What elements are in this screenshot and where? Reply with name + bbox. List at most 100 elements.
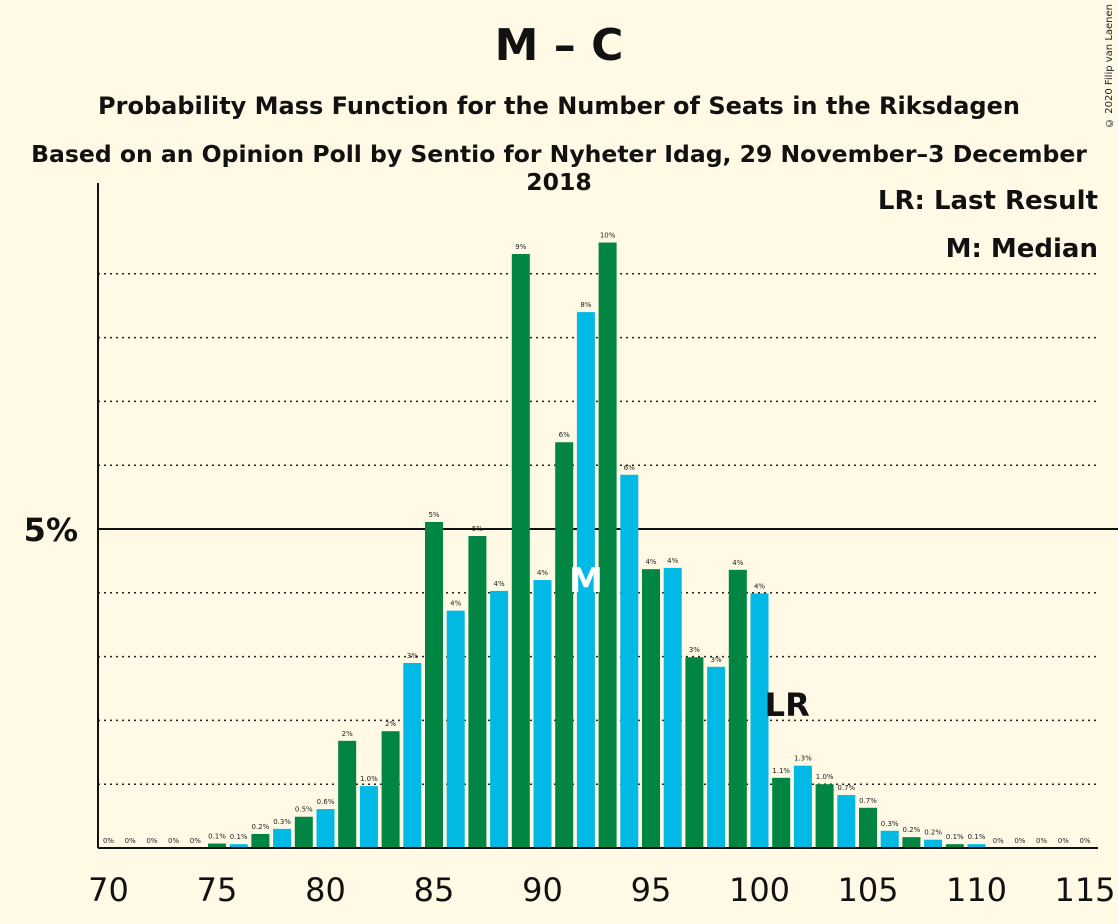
bar-value-label: 0%: [1079, 837, 1090, 845]
x-tick-label: 115: [1054, 871, 1115, 909]
bar: [642, 569, 660, 848]
x-tick-label: 90: [522, 871, 563, 909]
bar-value-label: 0%: [190, 837, 201, 845]
bar-value-label: 3%: [711, 656, 722, 664]
bar-value-label: 0.7%: [837, 784, 855, 792]
bar: [511, 254, 530, 849]
bar: [468, 536, 487, 848]
bar-value-label: 1.1%: [772, 767, 790, 775]
bar-value-label: 0.2%: [903, 826, 921, 834]
x-tick-label: 110: [946, 871, 1007, 909]
bar-value-label: 0%: [125, 837, 136, 845]
bar-value-label: 1.0%: [816, 773, 834, 781]
bar-value-label: 0.1%: [208, 833, 226, 841]
bar: [490, 590, 509, 848]
bar-value-label: 0%: [103, 837, 114, 845]
x-tick-label: 80: [305, 871, 346, 909]
bar: [620, 474, 639, 848]
bar-value-label: 3%: [689, 646, 700, 654]
bar-value-label: 4%: [645, 558, 656, 566]
bar: [924, 839, 943, 848]
x-tick-label: 85: [414, 871, 455, 909]
bar-value-label: 8%: [580, 301, 591, 309]
bar: [815, 784, 834, 848]
bar-value-label: 0%: [1014, 837, 1025, 845]
bar-value-label: 0%: [993, 837, 1004, 845]
x-tick-label: 95: [631, 871, 672, 909]
bar: [707, 666, 726, 848]
bar-value-label: 1.0%: [360, 775, 378, 783]
bar: [793, 765, 812, 848]
chart-subtitle-poll: Based on an Opinion Poll by Sentio for N…: [31, 140, 1087, 196]
x-tick-label: 100: [729, 871, 790, 909]
chart-title: M – C: [494, 20, 624, 71]
bar: [859, 807, 877, 848]
bar-value-label: 0.2%: [252, 823, 270, 831]
bar: [359, 786, 378, 848]
bar-value-label: 4%: [537, 569, 548, 577]
bar: [837, 795, 856, 848]
bar: [880, 830, 899, 848]
bar: [273, 828, 292, 848]
chart-subtitle: Probability Mass Function for the Number…: [98, 92, 1020, 120]
bar: [208, 843, 226, 848]
bar: [425, 521, 443, 848]
bar: [772, 777, 791, 848]
bar: [338, 740, 357, 848]
bar-value-label: 0.3%: [881, 820, 899, 828]
last-result-marker: LR: [765, 686, 810, 724]
bar-value-label: 0%: [146, 837, 157, 845]
bar-value-label: 0%: [168, 837, 179, 845]
bar: [728, 569, 747, 848]
bar-value-label: 4%: [667, 557, 678, 565]
bar-value-label: 0.3%: [273, 818, 291, 826]
bar-value-label: 4%: [450, 600, 461, 608]
bar-value-label: 10%: [600, 232, 616, 240]
bar-value-label: 0.1%: [968, 833, 986, 841]
bar-value-label: 1.3%: [794, 755, 812, 763]
bar-value-label: 9%: [515, 243, 526, 251]
bar-value-label: 0.5%: [295, 806, 313, 814]
bar-value-label: 0.1%: [946, 833, 964, 841]
bar: [446, 610, 465, 848]
x-tick-label: 105: [837, 871, 898, 909]
bar-value-label: 4%: [494, 580, 505, 588]
median-marker: M: [569, 561, 603, 601]
bar: [533, 580, 552, 848]
bar: [229, 844, 248, 848]
legend-median: M: Median: [945, 234, 1098, 264]
bar-value-label: 0.2%: [924, 829, 942, 837]
bar: [902, 837, 921, 848]
legend-last-result: LR: Last Result: [877, 186, 1098, 216]
bar-value-label: 5%: [428, 511, 439, 519]
bar-value-label: 0.6%: [317, 798, 335, 806]
bar: [251, 833, 270, 848]
bar: [685, 657, 704, 848]
bar-value-label: 2%: [342, 730, 353, 738]
x-tick-label: 75: [197, 871, 238, 909]
bar: [294, 816, 313, 848]
bar-value-label: 0.7%: [859, 797, 877, 805]
bar-value-label: 0.1%: [230, 833, 248, 841]
x-tick-label: 70: [88, 871, 129, 909]
bar-value-label: 0%: [1036, 837, 1047, 845]
bar: [555, 442, 574, 848]
bar: [750, 593, 769, 848]
bar-value-label: 3%: [407, 652, 418, 660]
y-tick-label: 5%: [24, 511, 78, 549]
bar-value-label: 6%: [559, 431, 570, 439]
bar-value-label: 4%: [732, 559, 743, 567]
bar-value-label: 6%: [624, 464, 635, 472]
bar: [967, 844, 986, 848]
bar: [381, 731, 400, 848]
bar-value-label: 2%: [385, 720, 396, 728]
bar: [576, 312, 595, 849]
bar-value-label: 5%: [472, 525, 483, 533]
bar-value-label: 0%: [1058, 837, 1069, 845]
bar: [945, 844, 964, 848]
bar: [316, 809, 335, 848]
bar-value-label: 4%: [754, 582, 765, 590]
bar: [663, 567, 682, 848]
bar: [598, 242, 617, 849]
